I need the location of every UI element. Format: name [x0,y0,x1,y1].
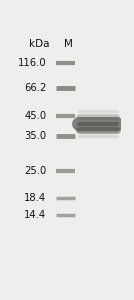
Text: 66.2: 66.2 [24,83,46,93]
Text: M: M [64,39,73,49]
Text: 45.0: 45.0 [24,111,46,121]
Text: 25.0: 25.0 [24,166,46,176]
Text: 18.4: 18.4 [24,193,46,203]
Text: kDa: kDa [29,39,50,49]
Text: 35.0: 35.0 [24,131,46,142]
Text: 116.0: 116.0 [18,58,46,68]
Text: 14.4: 14.4 [24,210,46,220]
